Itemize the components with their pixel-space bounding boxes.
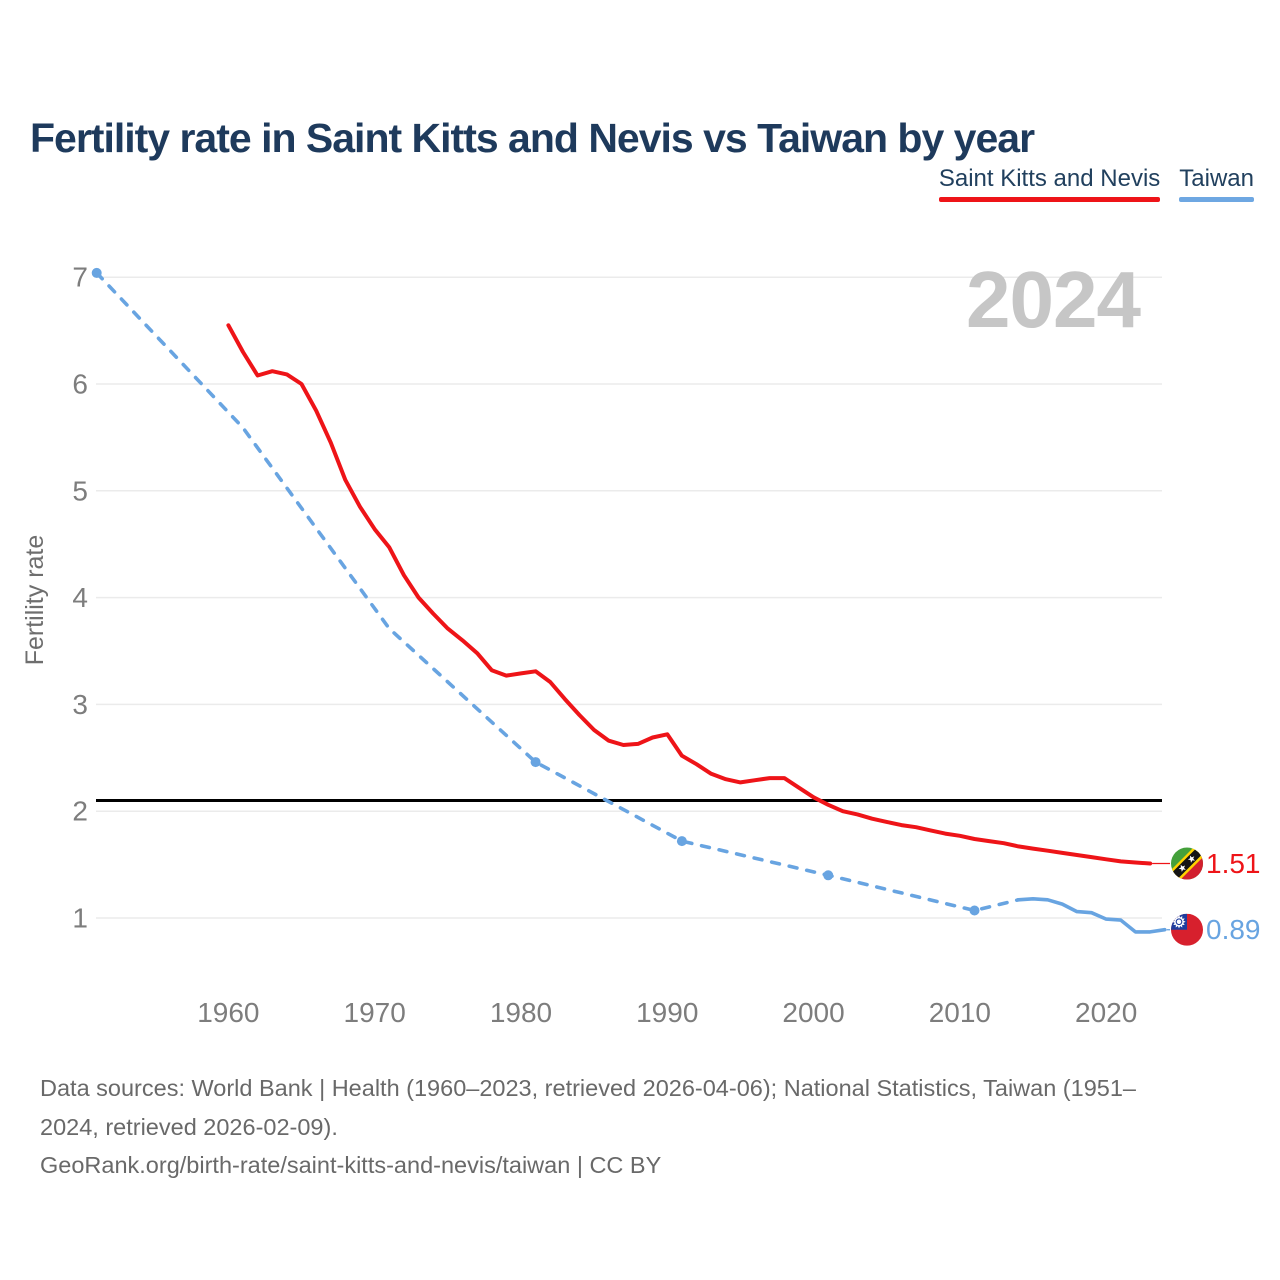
- taiwan-marker: [969, 905, 980, 916]
- y-tick-label: 6: [72, 369, 88, 400]
- page-title: Fertility rate in Saint Kitts and Nevis …: [30, 115, 1035, 162]
- taiwan-line-dashed: [94, 271, 1021, 913]
- saint-kitts-and-nevis-line: [226, 323, 1153, 866]
- legend-item-saint-kitts-and-nevis[interactable]: Saint Kitts and Nevis: [938, 165, 1161, 202]
- taiwan-end-value: 0.89: [1206, 914, 1261, 945]
- legend: Saint Kitts and Nevis Taiwan: [938, 165, 1254, 202]
- legend-label: Taiwan: [1179, 165, 1254, 192]
- y-tick-label: 7: [72, 262, 88, 293]
- footer-line-sources-1: Data sources: World Bank | Health (1960–…: [40, 1075, 1136, 1101]
- y-tick-label: 3: [72, 689, 88, 720]
- saint-kitts-and-nevis-flag-icon: [1171, 847, 1203, 880]
- taiwan-flag-icon: [1171, 913, 1203, 946]
- x-tick-label: 2020: [1075, 997, 1137, 1028]
- legend-label: Saint Kitts and Nevis: [938, 165, 1161, 192]
- taiwan-line-solid: [1016, 896, 1167, 934]
- taiwan-marker: [530, 757, 541, 768]
- x-tick-label: 1960: [197, 997, 259, 1028]
- footer-line-attribution: GeoRank.org/birth-rate/saint-kitts-and-n…: [40, 1152, 662, 1179]
- legend-underline-red: [938, 197, 1161, 202]
- y-tick-label: 4: [72, 582, 88, 613]
- y-tick-label: 2: [72, 796, 88, 827]
- x-tick-label: 1990: [636, 997, 698, 1028]
- x-tick-label: 1980: [490, 997, 552, 1028]
- footer: Data sources: World Bank | Health (1960–…: [40, 1069, 1260, 1185]
- saint-kitts-and-nevis-end-value: 1.51: [1206, 848, 1261, 879]
- taiwan-marker: [823, 870, 834, 881]
- y-axis-title: Fertility rate: [21, 535, 49, 666]
- taiwan-marker: [676, 836, 687, 847]
- x-tick-label: 2010: [929, 997, 991, 1028]
- x-tick-label: 1970: [344, 997, 406, 1028]
- legend-underline-blue: [1179, 197, 1254, 202]
- footer-line-sources-2: 2024, retrieved 2026-02-09).: [40, 1113, 338, 1140]
- x-tick-label: 2000: [782, 997, 844, 1028]
- watermark-year: 2024: [966, 255, 1141, 344]
- legend-item-taiwan[interactable]: Taiwan: [1179, 165, 1254, 202]
- y-tick-label: 5: [72, 475, 88, 506]
- y-tick-label: 1: [72, 903, 88, 934]
- taiwan-marker: [91, 267, 102, 278]
